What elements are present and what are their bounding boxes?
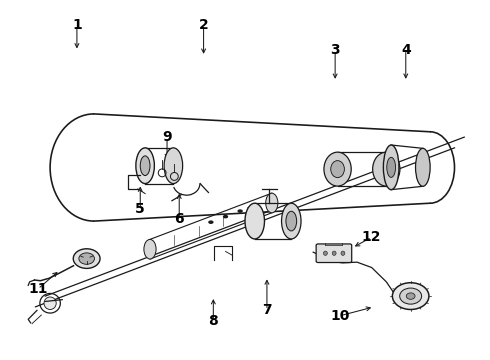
Ellipse shape bbox=[400, 288, 421, 304]
FancyBboxPatch shape bbox=[316, 244, 352, 262]
Ellipse shape bbox=[331, 161, 344, 177]
Ellipse shape bbox=[44, 297, 56, 310]
Ellipse shape bbox=[164, 148, 183, 184]
Text: 7: 7 bbox=[262, 303, 272, 318]
Ellipse shape bbox=[144, 239, 156, 259]
Ellipse shape bbox=[209, 221, 213, 223]
Ellipse shape bbox=[245, 203, 265, 239]
Text: 6: 6 bbox=[174, 212, 184, 226]
Text: 1: 1 bbox=[72, 18, 82, 32]
Ellipse shape bbox=[416, 148, 430, 186]
Ellipse shape bbox=[373, 152, 400, 186]
Ellipse shape bbox=[324, 152, 351, 186]
Text: 2: 2 bbox=[199, 18, 208, 32]
Ellipse shape bbox=[223, 216, 227, 218]
Text: 3: 3 bbox=[330, 42, 340, 57]
Ellipse shape bbox=[406, 293, 415, 299]
Ellipse shape bbox=[332, 251, 336, 255]
Ellipse shape bbox=[73, 249, 100, 269]
Text: 11: 11 bbox=[28, 282, 48, 296]
Text: 9: 9 bbox=[162, 130, 172, 144]
Ellipse shape bbox=[383, 145, 399, 190]
Ellipse shape bbox=[282, 203, 301, 239]
Ellipse shape bbox=[79, 253, 95, 264]
Ellipse shape bbox=[286, 211, 296, 231]
Text: 10: 10 bbox=[330, 309, 350, 323]
Ellipse shape bbox=[136, 148, 154, 184]
Text: 8: 8 bbox=[208, 314, 218, 328]
Ellipse shape bbox=[387, 157, 395, 177]
Ellipse shape bbox=[266, 193, 278, 213]
Ellipse shape bbox=[323, 251, 327, 255]
Text: 12: 12 bbox=[362, 230, 381, 244]
Ellipse shape bbox=[392, 283, 429, 310]
Ellipse shape bbox=[341, 251, 345, 255]
Ellipse shape bbox=[238, 210, 242, 212]
Text: 5: 5 bbox=[135, 202, 145, 216]
Text: 4: 4 bbox=[401, 42, 411, 57]
Ellipse shape bbox=[140, 156, 150, 176]
